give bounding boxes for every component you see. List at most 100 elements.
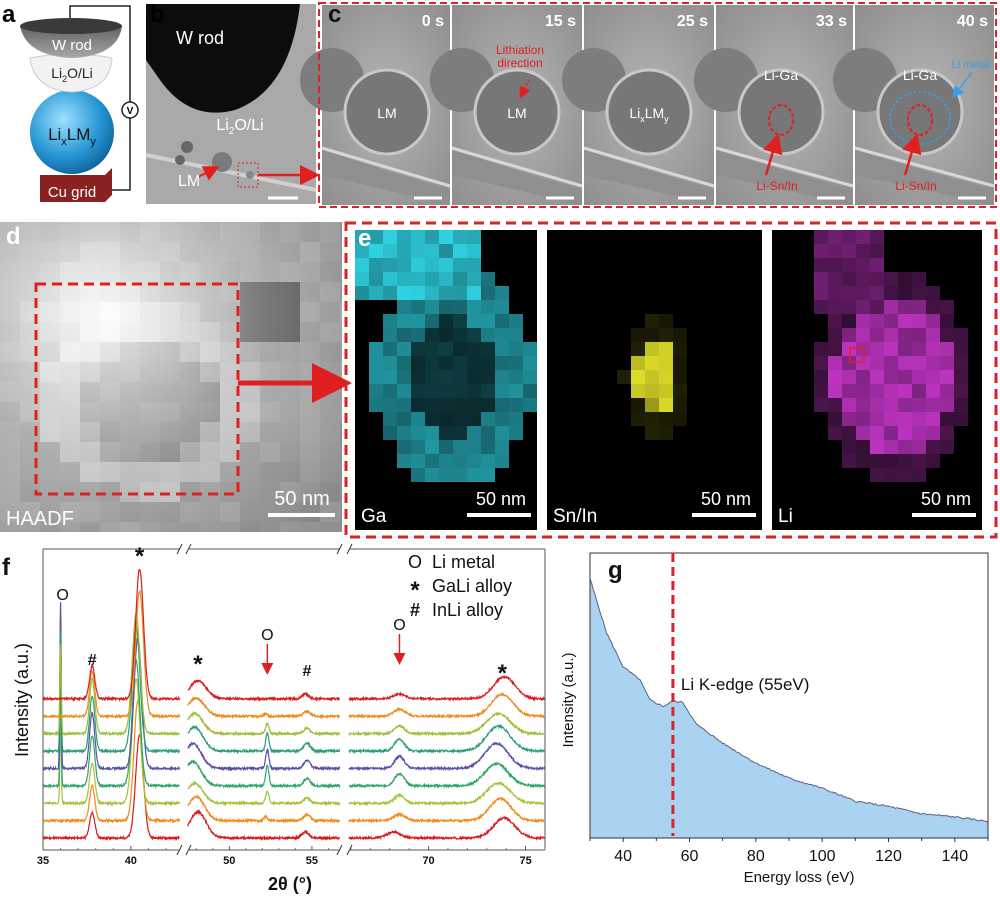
xrd-trace-5 xyxy=(348,723,546,755)
b-li2o-label: Li2O/Li xyxy=(216,117,263,137)
element-label: Sn/In xyxy=(553,506,597,527)
peak-marker: O xyxy=(261,627,273,644)
w-rod-image xyxy=(146,4,300,113)
panel-e-dashed-box xyxy=(344,221,998,539)
x-tick-label: 140 xyxy=(941,848,968,865)
time-label: 15 s xyxy=(545,13,576,30)
peak-marker: # xyxy=(88,652,97,669)
eds-map-ga: Ga 50 nm xyxy=(355,230,537,530)
x-tick-label: 70 xyxy=(422,855,434,867)
element-label: Ga xyxy=(361,506,387,527)
li2o-label: Li2O/Li xyxy=(51,65,93,84)
xrd-trace-6 xyxy=(42,612,180,737)
x-axis-label: 2θ (°) xyxy=(268,874,312,894)
eds-map-sn-in: Sn/In 50 nm xyxy=(547,230,762,530)
w-rod-label: W rod xyxy=(52,37,92,54)
legend-symbol: # xyxy=(410,600,420,620)
frame-3: 33 s Li-Ga Li-Sn/In xyxy=(694,5,854,205)
li-sn-in-annotation: Li-Sn/In xyxy=(895,179,936,193)
element-label: Li xyxy=(778,506,793,527)
haadf-label: HAADF xyxy=(6,508,74,530)
panel-label-d: d xyxy=(6,223,21,250)
x-tick-label: 80 xyxy=(747,848,765,865)
peak-marker: O xyxy=(56,587,68,604)
x-tick-label: 40 xyxy=(614,848,632,865)
xrd-trace-0 xyxy=(187,808,340,842)
time-label: 25 s xyxy=(677,13,708,30)
scale-label: 50 nm xyxy=(921,489,971,509)
legend-symbol: * xyxy=(410,577,420,604)
peak-marker: # xyxy=(303,663,312,680)
peak-marker: * xyxy=(498,660,508,687)
xrd-trace-5 xyxy=(42,623,181,755)
particle-label: Li-Ga xyxy=(903,67,937,83)
eels-area xyxy=(590,578,988,838)
frame-4: 40 s Li-Ga Li metal Li-Sn/In xyxy=(833,5,995,205)
xrd-trace-2 xyxy=(42,678,181,807)
scale-label: 50 nm xyxy=(476,489,526,509)
legend-text: Li metal xyxy=(432,552,495,572)
panel-a-schematic: V Cu grid LixLMy Li2O/Li W rod a xyxy=(2,1,139,202)
li-sn-in-annotation: Li-Sn/In xyxy=(756,179,797,193)
lm-sphere xyxy=(30,90,114,174)
axis-break xyxy=(336,543,343,555)
cu-grid-block xyxy=(40,168,112,202)
xrd-trace-2 xyxy=(187,780,341,807)
particle-label: LM xyxy=(507,105,526,121)
particle-label: Li-Ga xyxy=(764,67,798,83)
x-tick-label: 55 xyxy=(306,855,318,867)
scale-label: 50 nm xyxy=(274,488,330,510)
x-tick-label: 35 xyxy=(37,855,49,867)
b-lm-label: LM xyxy=(178,173,200,190)
y-axis-label: Intensity (a.u.) xyxy=(560,652,577,747)
lithiation-annotation: Lithiation xyxy=(496,43,544,57)
li-k-edge-label: Li K-edge (55eV) xyxy=(681,675,810,694)
time-label: 40 s xyxy=(957,13,988,30)
li-metal-annotation: Li metal xyxy=(951,59,990,71)
xrd-trace-2 xyxy=(348,780,546,807)
panel-label-g: g xyxy=(608,557,623,584)
li-metal-outline xyxy=(889,91,951,145)
eds-map-li: Li 50 nm xyxy=(772,230,982,530)
lixlmy-label: LixLMy xyxy=(48,125,96,148)
panel-label-c: c xyxy=(328,1,341,28)
xrd-trace-8 xyxy=(348,674,546,703)
x-tick-label: 100 xyxy=(809,848,836,865)
lithiation-annotation: direction xyxy=(497,56,542,70)
peak-marker: * xyxy=(193,651,203,678)
xrd-trace-1 xyxy=(42,699,181,824)
frame-2: 25 s LixLMy xyxy=(562,5,715,205)
cu-grid-label: Cu grid xyxy=(48,184,96,201)
panel-label-e: e xyxy=(358,225,371,252)
panel-e-eds-maps: Ga 50 nm Sn/In 50 nm Li 50 nm xyxy=(355,230,982,530)
axis-break xyxy=(336,844,343,856)
voltmeter-icon xyxy=(121,101,139,119)
panel-b-tem: W rod Li2O/Li LM b xyxy=(145,1,320,204)
axis-break xyxy=(176,844,183,856)
xrd-trace-6 xyxy=(187,710,341,737)
axis-break xyxy=(176,543,183,555)
xrd-trace-4 xyxy=(187,740,341,772)
voltmeter-label: V xyxy=(127,106,134,117)
legend-symbol: O xyxy=(408,552,422,572)
legend-text: GaLi alloy xyxy=(432,576,512,596)
legend-text: InLi alloy xyxy=(432,600,503,620)
xrd-trace-3 xyxy=(187,759,341,789)
xrd-trace-1 xyxy=(348,796,546,824)
xrd-trace-7 xyxy=(42,590,181,720)
x-tick-label: 50 xyxy=(223,855,235,867)
panel-label-f: f xyxy=(2,554,11,581)
xrd-trace-0 xyxy=(42,734,180,842)
time-label: 0 s xyxy=(422,13,444,30)
haadf-selection-box xyxy=(34,282,240,496)
x-axis-label: Energy loss (eV) xyxy=(744,869,855,886)
panel-label-b: b xyxy=(150,1,165,28)
x-tick-label: 40 xyxy=(125,855,137,867)
frame-0: 0 s LM xyxy=(300,5,451,205)
time-label: 33 s xyxy=(816,13,847,30)
x-tick-label: 75 xyxy=(519,855,531,867)
xrd-trace-0 xyxy=(348,815,546,842)
